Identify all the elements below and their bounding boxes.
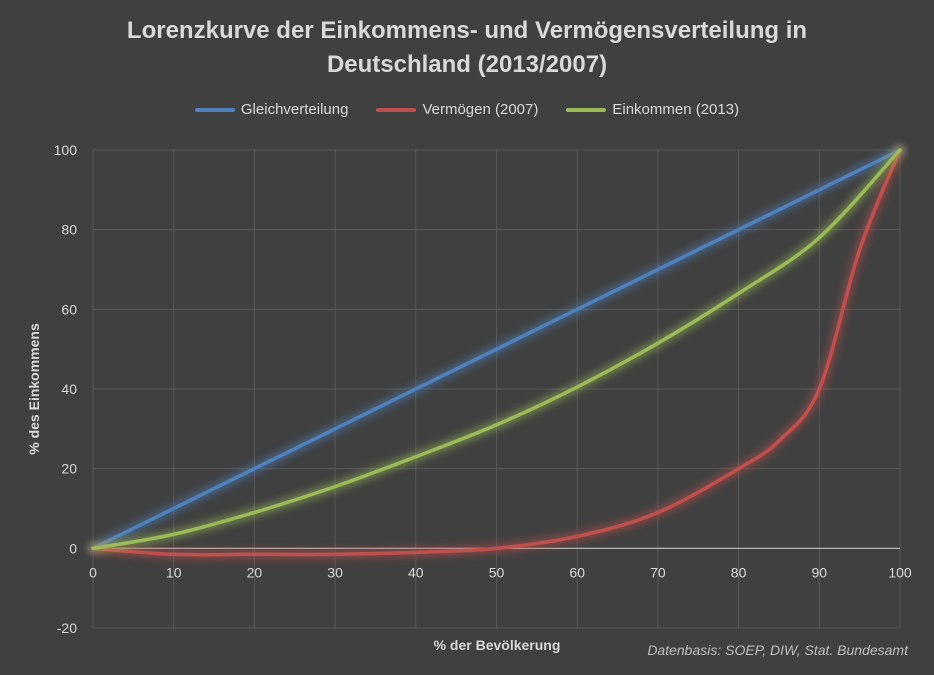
data-source-note: Datenbasis: SOEP, DIW, Stat. Bundesamt (647, 642, 908, 658)
x-tick-label-10: 100 (888, 564, 912, 580)
x-tick-label-2: 20 (247, 564, 263, 580)
series-line-1[interactable] (91, 148, 902, 557)
x-tick-label-5: 50 (489, 564, 505, 580)
x-tick-label-4: 40 (408, 564, 424, 580)
x-tick-label-3: 30 (327, 564, 343, 580)
y-tick-label-6: 100 (54, 142, 78, 158)
x-tick-label-1: 10 (166, 564, 182, 580)
y-axis-title: % des Einkommens (26, 323, 42, 455)
x-tick-label-8: 80 (731, 564, 747, 580)
chart-title: Lorenzkurve der Einkommens- und Vermögen… (0, 14, 934, 82)
series-line-0[interactable] (91, 148, 902, 551)
y-tick-label-5: 80 (61, 222, 77, 238)
x-tick-label-7: 70 (650, 564, 666, 580)
y-tick-label-4: 60 (61, 301, 77, 317)
x-tick-label-9: 90 (812, 564, 828, 580)
y-tick-label-3: 40 (61, 381, 77, 397)
legend-label-gleichverteilung: Gleichverteilung (240, 101, 349, 118)
legend-item-einkommen[interactable]: Einkommen (2013) (566, 101, 739, 118)
legend-label-vermoegen: Vermögen (2007) (422, 101, 539, 118)
x-axis-title: % der Bevölkerung (434, 637, 561, 653)
legend-swatch-vermoegen (376, 107, 417, 112)
y-tick-label-1: 0 (69, 540, 77, 556)
legend-item-gleichverteilung[interactable]: Gleichverteilung (194, 101, 349, 118)
chart-legend: Gleichverteilung Vermögen (2007) Einkomm… (0, 101, 934, 118)
series-line-2[interactable] (91, 148, 902, 551)
x-tick-label-0: 0 (89, 564, 97, 580)
legend-swatch-einkommen (566, 107, 607, 112)
legend-label-einkommen: Einkommen (2013) (612, 101, 740, 118)
chart-title-line-2: Deutschland (2013/2007) (326, 51, 608, 78)
y-tick-label-0: -20 (57, 620, 77, 636)
legend-swatch-gleichverteilung (194, 107, 235, 112)
y-tick-label-2: 20 (61, 461, 77, 477)
x-tick-label-6: 60 (569, 564, 585, 580)
legend-item-vermoegen[interactable]: Vermögen (2007) (376, 101, 538, 118)
chart-title-line-1: Lorenzkurve der Einkommens- und Vermögen… (126, 17, 808, 44)
